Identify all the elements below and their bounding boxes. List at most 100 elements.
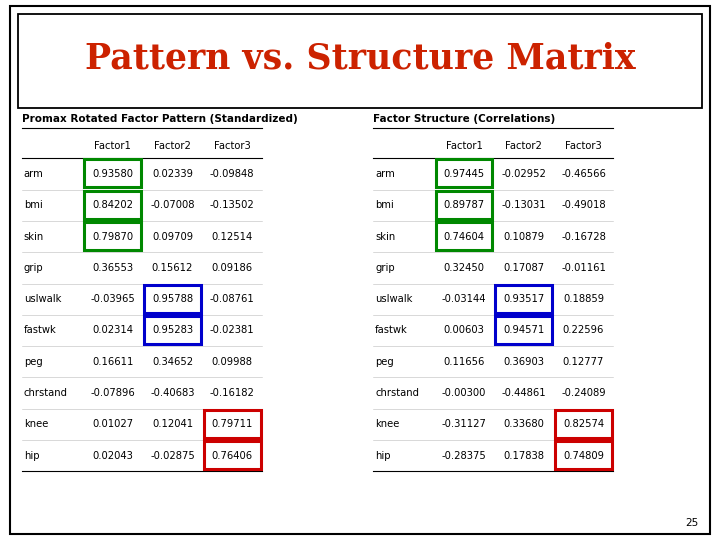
Text: -0.09848: -0.09848	[210, 169, 254, 179]
Text: -0.01161: -0.01161	[561, 263, 606, 273]
Text: -0.31127: -0.31127	[441, 420, 487, 429]
FancyBboxPatch shape	[18, 14, 702, 108]
Text: peg: peg	[375, 357, 394, 367]
Text: 0.12514: 0.12514	[212, 232, 253, 241]
Text: -0.49018: -0.49018	[562, 200, 606, 210]
Text: 0.01027: 0.01027	[92, 420, 133, 429]
Text: -0.08761: -0.08761	[210, 294, 255, 304]
Text: -0.44861: -0.44861	[502, 388, 546, 398]
FancyBboxPatch shape	[10, 6, 710, 534]
Text: 0.36903: 0.36903	[503, 357, 544, 367]
Bar	[436, 191, 492, 219]
Text: 0.95788: 0.95788	[152, 294, 193, 304]
Text: Pattern vs. Structure Matrix: Pattern vs. Structure Matrix	[85, 42, 635, 75]
Bar	[204, 410, 261, 438]
Text: arm: arm	[375, 169, 395, 179]
Text: arm: arm	[24, 169, 43, 179]
Text: -0.24089: -0.24089	[562, 388, 606, 398]
Text: peg: peg	[24, 357, 42, 367]
Text: 0.02314: 0.02314	[92, 326, 133, 335]
Text: 0.18859: 0.18859	[563, 294, 604, 304]
Text: skin: skin	[375, 232, 395, 241]
Text: -0.07008: -0.07008	[150, 200, 194, 210]
Text: bmi: bmi	[375, 200, 394, 210]
Text: -0.02381: -0.02381	[210, 326, 254, 335]
Text: Factor1: Factor1	[446, 141, 482, 151]
Text: -0.02952: -0.02952	[501, 169, 546, 179]
Text: uslwalk: uslwalk	[375, 294, 413, 304]
Text: Factor1: Factor1	[94, 141, 131, 151]
Text: 0.36553: 0.36553	[92, 263, 133, 273]
Text: -0.46566: -0.46566	[561, 169, 606, 179]
Text: 0.09186: 0.09186	[212, 263, 253, 273]
Text: 0.02043: 0.02043	[92, 451, 133, 461]
Text: 0.15612: 0.15612	[152, 263, 193, 273]
Text: chrstand: chrstand	[375, 388, 419, 398]
Text: 25: 25	[685, 518, 698, 528]
Bar	[555, 410, 612, 438]
Text: 0.89787: 0.89787	[444, 200, 485, 210]
Text: -0.03144: -0.03144	[442, 294, 486, 304]
Text: 0.09988: 0.09988	[212, 357, 253, 367]
Text: 0.76406: 0.76406	[212, 451, 253, 461]
Text: -0.03965: -0.03965	[90, 294, 135, 304]
Bar	[495, 285, 552, 313]
Text: 0.79870: 0.79870	[92, 232, 133, 241]
Text: 0.17838: 0.17838	[503, 451, 544, 461]
Text: hip: hip	[375, 451, 391, 461]
Text: 0.84202: 0.84202	[92, 200, 133, 210]
Text: 0.74604: 0.74604	[444, 232, 485, 241]
Text: fastwk: fastwk	[24, 326, 56, 335]
Text: 0.10879: 0.10879	[503, 232, 544, 241]
Text: -0.16728: -0.16728	[561, 232, 606, 241]
Text: chrstand: chrstand	[24, 388, 68, 398]
Text: 0.16611: 0.16611	[92, 357, 133, 367]
Text: 0.93580: 0.93580	[92, 169, 133, 179]
Text: knee: knee	[375, 420, 400, 429]
Text: 0.02339: 0.02339	[152, 169, 193, 179]
Text: 0.93517: 0.93517	[503, 294, 544, 304]
Bar	[144, 316, 201, 344]
Text: fastwk: fastwk	[375, 326, 408, 335]
Text: 0.97445: 0.97445	[444, 169, 485, 179]
Text: Promax Rotated Factor Pattern (Standardized): Promax Rotated Factor Pattern (Standardi…	[22, 114, 297, 124]
Text: grip: grip	[24, 263, 43, 273]
Text: 0.95283: 0.95283	[152, 326, 193, 335]
Bar	[555, 441, 612, 469]
Text: 0.09709: 0.09709	[152, 232, 193, 241]
Text: Factor3: Factor3	[214, 141, 251, 151]
Bar	[84, 159, 141, 187]
Text: 0.33680: 0.33680	[503, 420, 544, 429]
Bar	[204, 441, 261, 469]
Bar	[495, 316, 552, 344]
Text: 0.22596: 0.22596	[563, 326, 604, 335]
Bar	[84, 222, 141, 250]
Text: Factor Structure (Correlations): Factor Structure (Correlations)	[373, 114, 555, 124]
Text: -0.13502: -0.13502	[210, 200, 255, 210]
Text: 0.94571: 0.94571	[503, 326, 544, 335]
Bar	[144, 285, 201, 313]
Text: 0.79711: 0.79711	[212, 420, 253, 429]
Text: 0.12041: 0.12041	[152, 420, 193, 429]
Text: -0.16182: -0.16182	[210, 388, 255, 398]
Text: -0.02875: -0.02875	[150, 451, 195, 461]
Text: -0.00300: -0.00300	[442, 388, 486, 398]
Text: 0.74809: 0.74809	[563, 451, 604, 461]
Text: 0.00603: 0.00603	[444, 326, 485, 335]
Text: 0.17087: 0.17087	[503, 263, 544, 273]
Bar	[436, 159, 492, 187]
Text: knee: knee	[24, 420, 48, 429]
Bar	[436, 222, 492, 250]
Text: Factor3: Factor3	[565, 141, 602, 151]
Text: grip: grip	[375, 263, 395, 273]
Text: 0.12777: 0.12777	[563, 357, 604, 367]
Text: skin: skin	[24, 232, 44, 241]
Text: Factor2: Factor2	[505, 141, 542, 151]
Text: 0.11656: 0.11656	[444, 357, 485, 367]
Text: hip: hip	[24, 451, 40, 461]
Bar	[84, 191, 141, 219]
Text: -0.28375: -0.28375	[441, 451, 487, 461]
Text: 0.34652: 0.34652	[152, 357, 193, 367]
Text: -0.07896: -0.07896	[90, 388, 135, 398]
Text: 0.82574: 0.82574	[563, 420, 604, 429]
